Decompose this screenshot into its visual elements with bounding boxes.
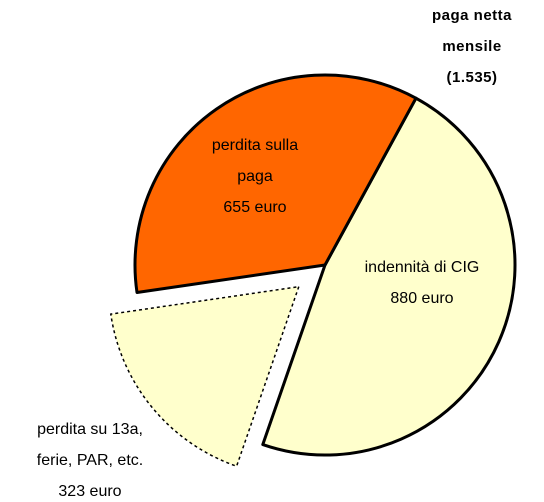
slice-label: perdita su 13a, — [37, 421, 143, 438]
title-line: mensile — [442, 38, 501, 55]
pie-slice — [133, 73, 418, 294]
pie-slice — [109, 285, 300, 468]
slice-label: indennità di CIG — [365, 259, 480, 276]
slice-label: paga — [237, 168, 273, 185]
slice-value-label: 655 euro — [223, 199, 286, 216]
pie-slice — [261, 96, 517, 457]
slice-value-label: 880 euro — [390, 290, 453, 307]
slice-label: perdita sulla — [212, 137, 298, 154]
title-line: paga netta — [432, 7, 512, 24]
title-line: (1.535) — [446, 69, 497, 86]
slice-value-label: 323 euro — [58, 483, 121, 500]
chart-title: paga netta mensile (1.535) — [432, 7, 512, 86]
slice-label: ferie, PAR, etc. — [37, 452, 143, 469]
